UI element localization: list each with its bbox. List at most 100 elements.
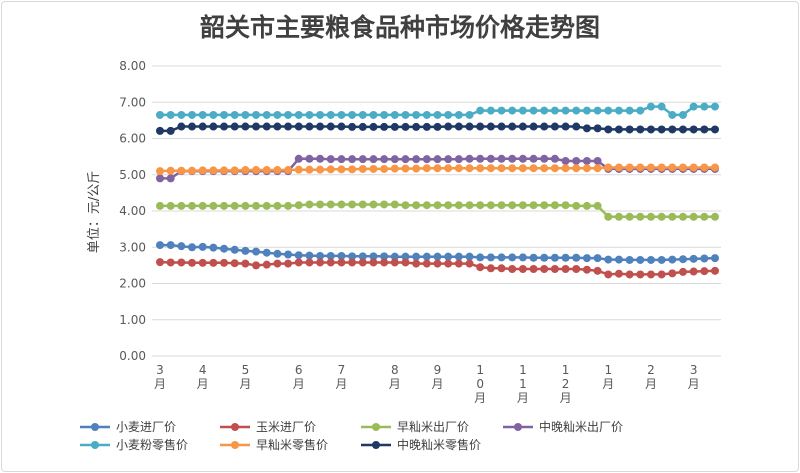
- data-point: [508, 106, 517, 115]
- data-point: [700, 267, 709, 276]
- data-point: [422, 110, 431, 119]
- data-point: [401, 258, 410, 267]
- data-point: [668, 163, 677, 172]
- legend-item: 小麦粉零售价: [80, 437, 188, 452]
- x-tick-label-part: 9: [434, 363, 442, 377]
- data-point: [657, 163, 666, 172]
- data-point: [636, 270, 645, 279]
- data-point: [550, 253, 559, 262]
- data-point: [241, 110, 250, 119]
- data-point: [582, 164, 591, 173]
- y-axis-label: 单位：元/公斤: [87, 171, 102, 253]
- x-tick-label-part: 月: [389, 377, 401, 391]
- data-point: [518, 201, 527, 210]
- x-tick-label-part: 1: [476, 363, 484, 377]
- data-point: [561, 122, 570, 131]
- chart-title: 韶关市主要粮食品种市场价格走势图: [200, 13, 600, 42]
- data-point: [273, 201, 282, 210]
- data-point: [166, 174, 175, 183]
- data-point: [220, 258, 229, 267]
- data-point: [636, 212, 645, 221]
- grid: [152, 65, 721, 357]
- data-point: [678, 267, 687, 276]
- data-point: [561, 201, 570, 210]
- data-point: [380, 164, 389, 173]
- data-point: [380, 110, 389, 119]
- data-point: [252, 122, 261, 131]
- data-point: [518, 164, 527, 173]
- data-point: [561, 265, 570, 273]
- x-tick-label-part: 月: [431, 377, 443, 391]
- x-tick-label-part: 7: [338, 363, 346, 377]
- data-point: [252, 247, 261, 256]
- data-point: [604, 163, 613, 172]
- data-point: [230, 259, 239, 268]
- data-point: [337, 258, 346, 267]
- data-point: [614, 106, 623, 115]
- data-point: [678, 163, 687, 172]
- data-point: [572, 106, 581, 115]
- data-point: [209, 243, 218, 252]
- y-tick-label: 5.00: [119, 168, 146, 182]
- data-point: [508, 265, 517, 273]
- data-point: [209, 122, 218, 131]
- x-tick-label-part: 月: [560, 391, 572, 405]
- data-point: [668, 255, 677, 264]
- data-point: [508, 154, 517, 163]
- data-point: [177, 258, 186, 267]
- data-point: [348, 258, 357, 267]
- data-point: [284, 110, 293, 119]
- data-point: [593, 266, 602, 275]
- data-point: [326, 200, 335, 209]
- data-point: [198, 110, 207, 119]
- data-point: [316, 165, 325, 174]
- data-point: [230, 122, 239, 131]
- data-point: [326, 155, 335, 164]
- data-point: [273, 259, 282, 268]
- data-point: [582, 265, 591, 274]
- data-point: [572, 253, 581, 262]
- data-point: [657, 212, 666, 221]
- data-point: [177, 201, 186, 210]
- y-tick-label: 7.00: [119, 95, 146, 109]
- data-point: [497, 106, 506, 115]
- data-point: [486, 106, 495, 115]
- data-point: [465, 164, 474, 173]
- legend-marker: [231, 423, 239, 431]
- data-point: [262, 248, 271, 257]
- data-point: [486, 154, 495, 163]
- data-point: [678, 110, 687, 119]
- legend-label: 小麦进厂价: [116, 420, 176, 434]
- data-point: [700, 102, 709, 111]
- data-point: [241, 201, 250, 210]
- data-point: [518, 106, 527, 115]
- data-point: [262, 260, 271, 269]
- data-point: [305, 165, 314, 174]
- data-point: [284, 259, 293, 268]
- data-point: [572, 156, 581, 165]
- data-point: [668, 125, 677, 134]
- data-point: [593, 164, 602, 173]
- data-point: [700, 163, 709, 172]
- data-point: [646, 270, 655, 279]
- data-point: [454, 155, 463, 164]
- data-point: [497, 201, 506, 210]
- data-point: [625, 106, 634, 115]
- data-point: [711, 266, 719, 275]
- data-point: [422, 252, 431, 261]
- data-point: [444, 252, 453, 261]
- data-point: [593, 106, 602, 115]
- data-point: [604, 125, 613, 134]
- data-point: [518, 122, 527, 131]
- data-point: [422, 122, 431, 131]
- data-point: [689, 125, 698, 134]
- data-point: [550, 265, 559, 273]
- data-point: [465, 259, 474, 268]
- data-point: [369, 200, 378, 209]
- data-point: [305, 122, 314, 131]
- data-point: [209, 110, 218, 119]
- data-point: [422, 259, 431, 268]
